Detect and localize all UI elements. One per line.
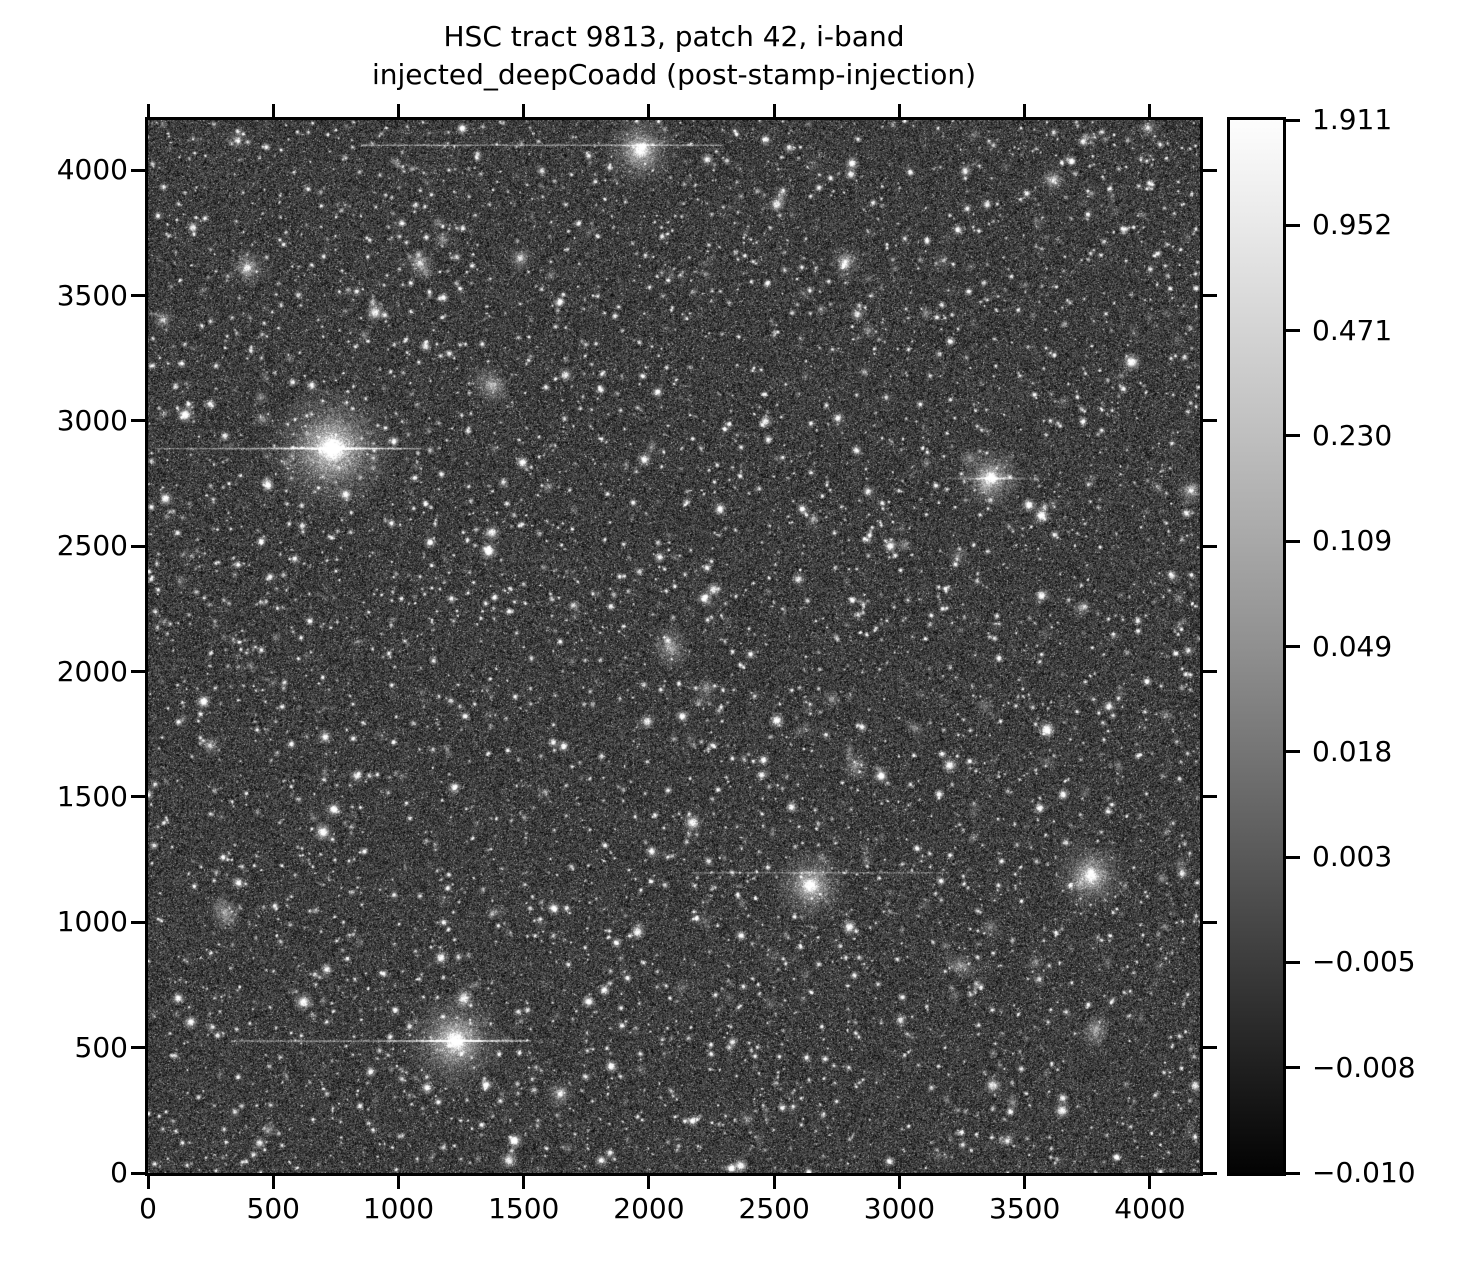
x-tick-bottom xyxy=(396,1176,400,1189)
colorbar-tick xyxy=(1286,750,1300,754)
x-tick-label: 3500 xyxy=(989,1192,1061,1225)
x-tick-bottom xyxy=(772,1176,776,1189)
colorbar-tick-label: 0.003 xyxy=(1312,840,1393,874)
y-tick-label: 3000 xyxy=(56,403,128,437)
plot-title: HSC tract 9813, patch 42, i-band injecte… xyxy=(148,18,1200,94)
x-tick-top xyxy=(897,104,901,117)
x-tick-top xyxy=(146,104,150,117)
x-tick-label: 4000 xyxy=(1114,1192,1186,1225)
y-tick-right xyxy=(1203,670,1217,674)
x-tick-bottom xyxy=(1148,1176,1152,1189)
colorbar-tick-label: −0.010 xyxy=(1312,1156,1416,1189)
x-tick-label: 2500 xyxy=(738,1192,810,1225)
colorbar-tick xyxy=(1286,1171,1300,1175)
colorbar-tick-label: 0.109 xyxy=(1312,524,1393,558)
y-tick-left xyxy=(131,795,145,799)
x-tick-bottom xyxy=(271,1176,275,1189)
y-tick-left xyxy=(131,670,145,674)
plot-title-line2: injected_deepCoadd (post-stamp-injection… xyxy=(371,58,977,91)
x-tick-bottom xyxy=(522,1176,526,1189)
y-tick-right xyxy=(1203,544,1217,548)
x-tick-top xyxy=(271,104,275,117)
colorbar-tick xyxy=(1286,118,1300,122)
colorbar-tick xyxy=(1286,645,1300,648)
y-tick-right xyxy=(1203,1171,1217,1175)
colorbar-tick-label: −0.005 xyxy=(1312,945,1416,979)
colorbar-tick xyxy=(1286,539,1300,543)
colorbar-tick-label: 1.911 xyxy=(1312,103,1393,136)
x-tick-label: 1500 xyxy=(488,1192,560,1225)
x-tick-top xyxy=(396,104,400,117)
x-tick-label: 0 xyxy=(139,1192,157,1225)
colorbar-tick xyxy=(1286,1066,1300,1070)
y-tick-left xyxy=(131,419,145,423)
colorbar-tick-label: 0.952 xyxy=(1312,208,1393,242)
y-tick-label: 500 xyxy=(74,1030,128,1064)
colorbar-tick xyxy=(1286,434,1300,438)
y-tick-label: 2000 xyxy=(56,654,128,688)
x-tick-bottom xyxy=(897,1176,901,1189)
x-tick-label: 1000 xyxy=(362,1192,435,1225)
y-tick-left xyxy=(131,294,145,297)
y-tick-left xyxy=(131,544,145,548)
y-tick-left xyxy=(131,1171,145,1175)
y-tick-left xyxy=(131,920,145,924)
colorbar-tick xyxy=(1286,223,1300,227)
x-tick-bottom xyxy=(146,1176,150,1189)
x-tick-top xyxy=(647,104,651,117)
y-tick-label: 3500 xyxy=(56,278,128,312)
x-tick-bottom xyxy=(1023,1176,1027,1189)
x-tick-label: 2000 xyxy=(613,1192,685,1225)
x-tick-label: 500 xyxy=(246,1192,300,1225)
colorbar-tick xyxy=(1286,329,1300,333)
colorbar-tick xyxy=(1286,960,1300,964)
colorbar-tick-label: 0.018 xyxy=(1312,734,1393,768)
x-tick-bottom xyxy=(647,1176,651,1189)
y-tick-right xyxy=(1203,795,1217,799)
y-tick-left xyxy=(131,1046,145,1050)
colorbar-gradient xyxy=(1230,120,1283,1173)
x-tick-top xyxy=(522,104,526,117)
sky-image-canvas xyxy=(148,120,1200,1173)
colorbar-tick-label: 0.049 xyxy=(1312,629,1393,663)
y-tick-right xyxy=(1203,294,1217,297)
y-tick-right xyxy=(1203,1046,1217,1050)
colorbar-tick-label: −0.008 xyxy=(1312,1050,1416,1084)
x-tick-top xyxy=(772,104,776,117)
y-tick-left xyxy=(131,168,145,172)
colorbar-tick-label: 0.230 xyxy=(1312,418,1393,452)
y-tick-right xyxy=(1203,920,1217,924)
x-tick-label: 3000 xyxy=(863,1192,936,1225)
y-tick-label: 1500 xyxy=(56,779,128,813)
y-tick-label: 2500 xyxy=(56,529,128,563)
y-tick-label: 0 xyxy=(110,1156,128,1189)
colorbar-tick xyxy=(1286,855,1300,859)
y-tick-label: 1000 xyxy=(56,905,128,939)
x-tick-top xyxy=(1148,104,1152,117)
y-tick-right xyxy=(1203,168,1217,172)
colorbar-tick-label: 0.471 xyxy=(1312,313,1393,347)
y-tick-label: 4000 xyxy=(56,153,128,187)
x-tick-top xyxy=(1023,104,1027,117)
plot-title-line1: HSC tract 9813, patch 42, i-band xyxy=(443,20,905,53)
y-tick-right xyxy=(1203,419,1217,423)
